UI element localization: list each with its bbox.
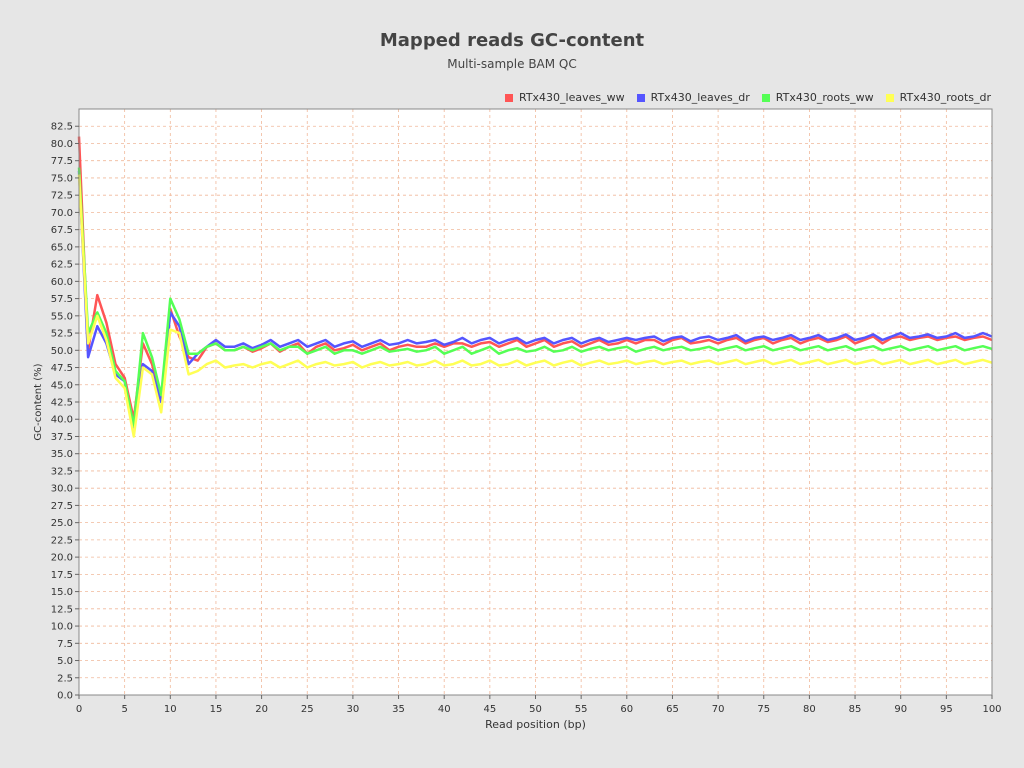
x-tick-label: 15 [210, 704, 223, 715]
y-tick-label: 82.5 [51, 122, 73, 133]
legend-swatch [504, 93, 513, 102]
y-tick-label: 55.0 [51, 311, 73, 322]
y-tick-label: 5.0 [57, 656, 73, 667]
chart-title: Mapped reads GC-content [379, 30, 645, 51]
x-tick-label: 40 [438, 704, 451, 715]
y-tick-label: 42.5 [51, 398, 73, 409]
legend-swatch [636, 93, 645, 102]
y-tick-label: 57.5 [51, 294, 73, 305]
y-tick-label: 45.0 [51, 380, 73, 391]
x-tick-label: 75 [757, 704, 770, 715]
y-tick-label: 72.5 [51, 191, 73, 202]
y-tick-label: 35.0 [51, 449, 73, 460]
x-tick-label: 50 [529, 704, 542, 715]
x-tick-label: 90 [894, 704, 907, 715]
x-tick-label: 20 [255, 704, 268, 715]
y-axis-label: GC-content (%) [33, 363, 44, 440]
legend: RTx430_leaves_ww RTx430_leaves_dr RTx430… [504, 91, 991, 104]
y-tick-label: 52.5 [51, 329, 73, 340]
y-tick-label: 32.5 [51, 466, 73, 477]
y-tick-label: 25.0 [51, 518, 73, 529]
y-tick-label: 37.5 [51, 432, 73, 443]
legend-label: RTx430_leaves_dr [650, 91, 750, 104]
x-tick-label: 10 [164, 704, 177, 715]
x-tick-label: 25 [301, 704, 314, 715]
x-tick-label: 100 [982, 704, 1001, 715]
x-tick-label: 55 [575, 704, 588, 715]
legend-swatch [885, 93, 894, 102]
x-tick-label: 5 [121, 704, 127, 715]
y-tick-label: 12.5 [51, 604, 73, 615]
legend-item-rtx430-roots-ww: RTx430_roots_ww [761, 91, 874, 104]
x-tick-label: 45 [483, 704, 496, 715]
x-tick-label: 70 [712, 704, 725, 715]
x-tick-label: 65 [666, 704, 679, 715]
x-tick-label: 85 [849, 704, 862, 715]
y-tick-label: 50.0 [51, 346, 73, 357]
legend-label: RTx430_leaves_ww [518, 91, 625, 104]
y-tick-label: 62.5 [51, 260, 73, 271]
y-tick-label: 60.0 [51, 277, 73, 288]
y-tick-label: 17.5 [51, 570, 73, 581]
y-axis-ticks: 0.0 2.5 5.0 7.5 10.0 12.5 15.0 17.5 20.0 22.5 25.0… [51, 122, 79, 702]
x-tick-label: 30 [347, 704, 360, 715]
y-tick-label: 20.0 [51, 553, 73, 564]
y-tick-label: 7.5 [57, 639, 73, 650]
x-tick-label: 60 [620, 704, 633, 715]
y-tick-label: 2.5 [57, 673, 73, 684]
series-line-rtx430-roots-ww [77, 167, 993, 428]
x-tick-label: 95 [940, 704, 953, 715]
y-tick-label: 27.5 [51, 501, 73, 512]
series-line-rtx430-roots-dr [77, 174, 993, 438]
series-line-rtx430-leaves-dr [77, 170, 993, 431]
y-tick-label: 47.5 [51, 363, 73, 374]
y-tick-label: 0.0 [57, 691, 73, 702]
y-tick-label: 40.0 [51, 415, 73, 426]
y-tick-label: 10.0 [51, 622, 73, 633]
y-tick-label: 75.0 [51, 173, 73, 184]
y-tick-label: 67.5 [51, 225, 73, 236]
x-axis-label: Read position (bp) [485, 718, 586, 731]
legend-item-rtx430-roots-dr: RTx430_roots_dr [885, 91, 991, 104]
x-tick-label: 0 [76, 704, 82, 715]
x-tick-label: 80 [803, 704, 816, 715]
series-lines [77, 136, 993, 438]
legend-item-rtx430-leaves-dr: RTx430_leaves_dr [636, 91, 750, 104]
legend-label: RTx430_roots_dr [899, 91, 991, 104]
x-axis-ticks: 0 5 10 15 20 25 30 35 40 45 50 55 60 65 70 75 80 85 90 95 10… [76, 695, 1002, 715]
legend-swatch [761, 93, 770, 102]
y-tick-label: 15.0 [51, 587, 73, 598]
x-tick-label: 35 [392, 704, 405, 715]
y-tick-label: 80.0 [51, 139, 73, 150]
legend-label: RTx430_roots_ww [775, 91, 874, 104]
y-tick-label: 65.0 [51, 242, 73, 253]
chart-subtitle: Multi-sample BAM QC [447, 57, 577, 71]
y-tick-label: 30.0 [51, 484, 73, 495]
y-tick-label: 77.5 [51, 156, 73, 167]
y-tick-label: 22.5 [51, 535, 73, 546]
y-tick-label: 70.0 [51, 208, 73, 219]
legend-item-rtx430-leaves-ww: RTx430_leaves_ww [504, 91, 625, 104]
